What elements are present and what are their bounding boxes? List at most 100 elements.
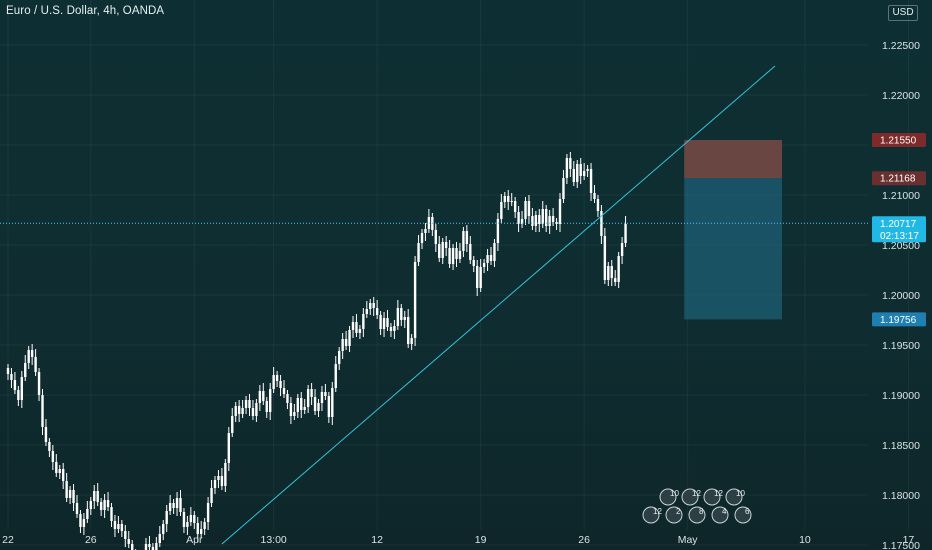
candle-body xyxy=(534,215,538,226)
candle xyxy=(338,347,341,370)
candle-body xyxy=(131,544,134,550)
candle xyxy=(382,312,386,337)
candle xyxy=(186,516,189,535)
price-axis: 1.22500 1.22000 1.21000 1.20500 1.20000 1.195… xyxy=(882,40,920,550)
candle xyxy=(234,402,237,422)
candle-body xyxy=(217,476,220,480)
candle-body xyxy=(213,480,217,488)
candle-body xyxy=(206,503,210,522)
price-tick-label: 1.18500 xyxy=(882,440,920,452)
candle-body xyxy=(286,394,289,403)
candle-body xyxy=(20,377,23,400)
time-tick-label: 26 xyxy=(578,534,590,546)
candle xyxy=(286,390,289,409)
candle xyxy=(265,397,268,418)
candle xyxy=(244,396,248,414)
candle xyxy=(127,531,130,548)
candle-body xyxy=(355,322,358,333)
candle xyxy=(507,190,510,210)
candle xyxy=(351,316,355,338)
candle-body xyxy=(244,400,248,408)
candle xyxy=(569,152,572,177)
candle-body xyxy=(186,522,189,527)
stop-price-tag-label: 1.21550 xyxy=(880,136,917,147)
time-tick-label: May xyxy=(678,534,699,546)
candle xyxy=(545,205,548,232)
candle xyxy=(589,163,593,201)
candle-body xyxy=(162,524,165,534)
candle xyxy=(99,498,103,516)
candle xyxy=(479,259,482,292)
candle xyxy=(224,459,227,492)
candle-body xyxy=(231,416,234,433)
candle-body xyxy=(41,395,44,427)
time-tick-label: 19 xyxy=(475,534,487,546)
candle-body xyxy=(72,490,75,503)
candle xyxy=(489,247,493,265)
candle xyxy=(375,300,379,319)
candle xyxy=(34,349,37,376)
candle xyxy=(369,299,372,315)
symbol-title[interactable]: Euro / U.S. Dollar, 4h, OANDA xyxy=(6,5,165,17)
candle xyxy=(444,236,448,256)
candle-body xyxy=(393,326,396,331)
candle-body xyxy=(6,368,10,374)
candle-body xyxy=(593,193,596,199)
candle-body xyxy=(82,519,86,527)
candle-body xyxy=(396,308,400,326)
candle xyxy=(541,201,544,228)
candle xyxy=(510,193,513,206)
candle-body xyxy=(89,501,92,509)
candle xyxy=(593,185,596,203)
candle-body xyxy=(179,498,182,512)
candle xyxy=(520,211,524,228)
candle-body xyxy=(555,222,558,224)
time-tick-label: 22 xyxy=(2,534,14,546)
candle-body xyxy=(410,338,413,344)
candle-body xyxy=(269,389,272,412)
candle-body xyxy=(44,427,48,442)
candle-body xyxy=(524,201,527,219)
candle xyxy=(344,331,348,350)
candle-body xyxy=(96,491,99,502)
trendline[interactable] xyxy=(221,65,776,545)
candle xyxy=(75,495,79,518)
position-zones xyxy=(684,140,782,320)
candle-body xyxy=(565,158,569,178)
candle-body xyxy=(548,216,551,226)
candle xyxy=(293,404,296,420)
candle-body xyxy=(455,248,458,259)
candle-body xyxy=(369,303,372,309)
price-tick-label: 1.20000 xyxy=(882,290,920,302)
candle xyxy=(203,518,206,535)
candle-body xyxy=(30,350,34,357)
event-marker: 10 xyxy=(725,488,745,506)
event-marker-count: 4 xyxy=(722,507,727,516)
candle-body xyxy=(375,308,379,315)
candle xyxy=(620,237,624,264)
candle xyxy=(117,516,120,533)
candle xyxy=(282,380,286,398)
candle-body xyxy=(258,391,262,403)
candle-body xyxy=(241,408,244,414)
candle xyxy=(44,419,48,446)
candle xyxy=(106,492,110,511)
candle-body xyxy=(13,380,17,390)
candle-body xyxy=(93,491,96,501)
candle xyxy=(65,473,68,502)
candle-body xyxy=(558,199,562,224)
candle xyxy=(558,193,562,232)
candle xyxy=(348,326,351,352)
candle-series xyxy=(6,152,627,550)
candle xyxy=(189,507,193,526)
stop-price-tag-bg xyxy=(872,133,926,147)
candle-body xyxy=(168,503,172,511)
candle xyxy=(448,240,451,268)
candle xyxy=(527,195,531,224)
candle xyxy=(210,480,213,507)
candle xyxy=(617,252,620,288)
candle xyxy=(37,368,41,401)
currency-button[interactable]: USD xyxy=(888,5,918,21)
candle xyxy=(417,235,420,266)
